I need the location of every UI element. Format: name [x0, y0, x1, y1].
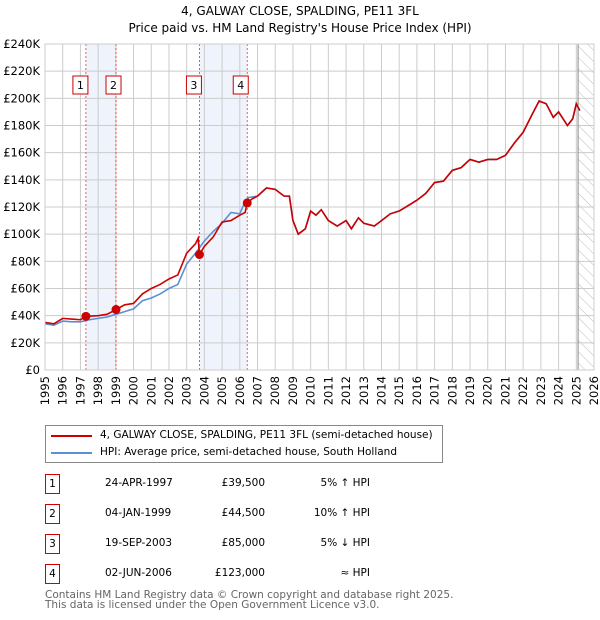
x-tick-label: 2000 — [127, 376, 141, 405]
sale-date: 24-APR-1997 — [105, 477, 173, 489]
x-tick-label: 1996 — [56, 376, 70, 405]
sale-price: £85,000 — [221, 537, 265, 549]
x-tick-label: 2016 — [410, 376, 424, 405]
x-tick-label: 1998 — [91, 376, 105, 405]
sale-number-badge: 2 — [45, 504, 60, 524]
sale-point — [242, 198, 252, 208]
sale-label: 3 — [190, 79, 197, 92]
x-tick-label: 2006 — [233, 376, 247, 405]
x-tick-label: 2009 — [286, 376, 300, 405]
sale-row: 3 19-SEP-2003 £85,000 5% ↓ HPI — [45, 534, 465, 554]
y-tick-label: £160K — [3, 146, 40, 160]
sale-row: 1 24-APR-1997 £39,500 5% ↑ HPI — [45, 474, 465, 494]
x-tick-label: 2021 — [498, 376, 512, 405]
x-tick-label: 2018 — [445, 376, 459, 405]
sale-label-box — [185, 75, 202, 95]
x-tick-label: 2024 — [552, 376, 566, 405]
sale-label-box — [232, 75, 249, 95]
y-tick-label: £120K — [3, 200, 40, 214]
sale-date: 19-SEP-2003 — [105, 537, 173, 549]
sale-hpi-comparison: 5% ↓ HPI — [320, 537, 370, 549]
x-tick-label: 1995 — [38, 376, 52, 405]
x-tick-label: 2020 — [481, 376, 495, 405]
x-tick-label: 2012 — [339, 376, 353, 405]
x-tick-label: 2025 — [569, 376, 583, 405]
legend-label: HPI: Average price, semi-detached house,… — [100, 446, 397, 458]
sale-number-badge: 3 — [45, 534, 60, 554]
chart-subtitle: Price paid vs. HM Land Registry's House … — [128, 21, 472, 35]
x-tick-label: 2001 — [144, 376, 158, 405]
y-tick-label: £140K — [3, 173, 40, 187]
legend-swatch-red — [51, 435, 92, 437]
chart-title: 4, GALWAY CLOSE, SPALDING, PE11 3FL — [181, 4, 419, 18]
x-tick-label: 2002 — [162, 376, 176, 405]
y-tick-label: £200K — [3, 91, 40, 105]
sale-row: 2 04-JAN-1999 £44,500 10% ↑ HPI — [45, 504, 465, 524]
x-tick-label: 2022 — [516, 376, 530, 405]
x-tick-label: 2003 — [180, 376, 194, 405]
sale-date: 04-JAN-1999 — [105, 507, 172, 519]
x-tick-label: 2015 — [392, 376, 406, 405]
x-tick-label: 2005 — [215, 376, 229, 405]
price-chart: £0 £20K £40K £60K £80K £100K £120K £140K £160K £1… — [3, 37, 600, 405]
footer-line: Contains HM Land Registry data © Crown c… — [45, 589, 454, 601]
x-tick-label: 2014 — [374, 376, 388, 405]
footer: Contains HM Land Registry data © Crown c… — [45, 589, 454, 611]
sale-point — [81, 311, 91, 321]
sale-price: £123,000 — [214, 567, 265, 579]
x-tick-label: 2013 — [357, 376, 371, 405]
x-tick-label: 2010 — [304, 376, 318, 405]
sale-label-box — [72, 75, 89, 95]
property-price-line — [44, 100, 581, 325]
x-tick-label: 2023 — [534, 376, 548, 405]
sale-price: £44,500 — [221, 507, 265, 519]
x-tick-label: 1997 — [73, 376, 87, 405]
y-tick-label: £80K — [11, 254, 41, 268]
sale-price: £39,500 — [221, 477, 265, 489]
legend-label: 4, GALWAY CLOSE, SPALDING, PE11 3FL (sem… — [100, 429, 433, 441]
x-tick-label: 2026 — [587, 376, 600, 405]
x-tick-label: 2017 — [428, 376, 442, 405]
x-tick-label: 2007 — [251, 376, 265, 405]
sale-hpi-comparison: 10% ↑ HPI — [313, 507, 370, 519]
sale-point — [111, 305, 121, 315]
x-tick-label: 2004 — [197, 376, 211, 405]
x-tick-label: 1999 — [109, 376, 123, 405]
sale-date: 02-JUN-2006 — [105, 567, 172, 579]
sale-label-box — [105, 75, 122, 95]
sale-hpi-comparison: 5% ↑ HPI — [320, 477, 370, 489]
y-tick-label: £220K — [3, 64, 40, 78]
x-tick-label: 2019 — [463, 376, 477, 405]
footer-line: This data is licensed under the Open Gov… — [45, 599, 380, 611]
sale-label: 2 — [110, 79, 117, 92]
y-tick-label: £60K — [11, 282, 41, 296]
y-tick-label: £100K — [3, 227, 40, 241]
y-tick-label: £240K — [3, 37, 40, 51]
x-tick-label: 2011 — [321, 376, 335, 405]
legend-swatch-blue — [51, 452, 92, 454]
sale-label: 4 — [237, 79, 244, 92]
sale-label: 1 — [77, 79, 84, 92]
y-tick-label: £20K — [11, 336, 41, 350]
y-tick-label: £0 — [25, 363, 40, 377]
plot-frame — [44, 43, 595, 371]
y-tick-label: £180K — [3, 119, 40, 133]
sale-number-badge: 4 — [45, 564, 60, 584]
x-tick-label: 2008 — [268, 376, 282, 405]
legend: 4, GALWAY CLOSE, SPALDING, PE11 3FL (sem… — [45, 425, 443, 463]
sale-point — [194, 250, 204, 260]
sale-row: 4 02-JUN-2006 £123,000 ≈ HPI — [45, 564, 465, 584]
y-tick-label: £40K — [11, 309, 41, 323]
sale-number-badge: 1 — [45, 474, 60, 494]
sale-hpi-comparison: ≈ HPI — [340, 567, 370, 579]
